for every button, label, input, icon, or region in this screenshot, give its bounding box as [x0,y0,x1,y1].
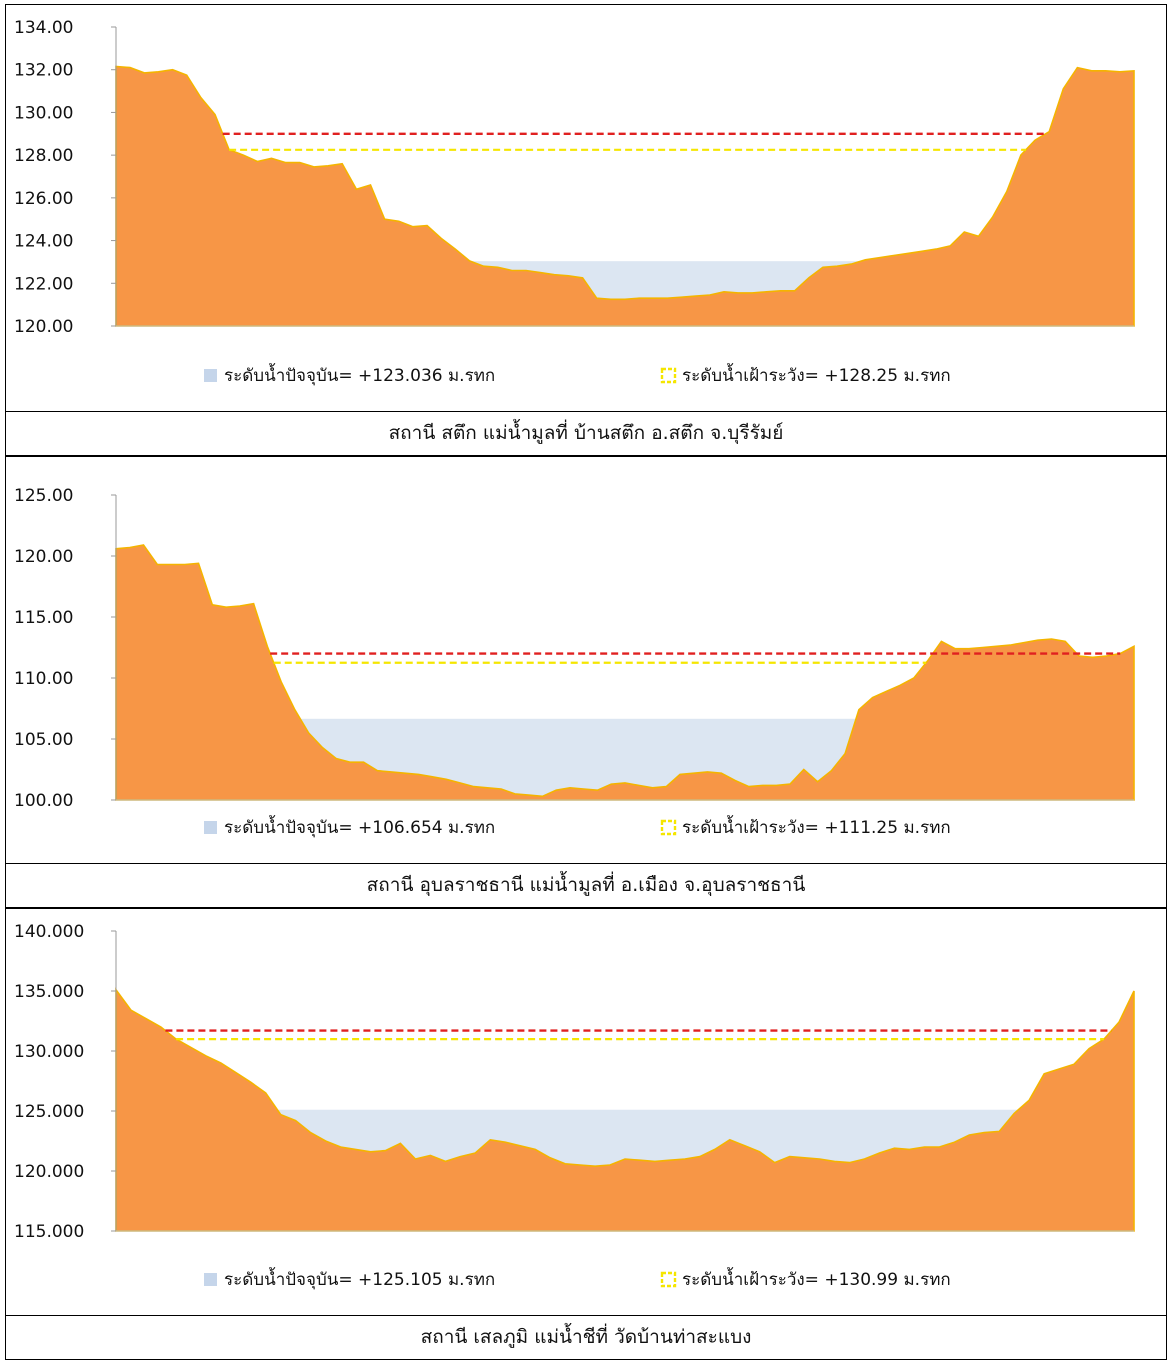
chart-panel-selaphum: 115.000 120.000 125.000 130.000 135.000 140.0… [5,908,1167,1316]
cross-section-chart-selaphum: 115.000 120.000 125.000 130.000 135.000 140.0… [14,922,1135,1290]
cross-section-chart-ubon: 100.00 105.00 110.00 115.00 120.00 125.00 ระดั… [14,486,1135,838]
legend-alert-label: ระดับน้ำเฝ้าระวัง= +111.25 ม.รทก [682,815,951,838]
chart-panel-ubon: 100.00 105.00 110.00 115.00 120.00 125.00 ระดั… [5,456,1167,864]
y-tick-label: 100.00 [14,791,73,811]
y-tick-label: 125.000 [14,1102,84,1122]
y-tick-label: 124.00 [14,232,73,252]
legend-water-label: ระดับน้ำปัจจุบัน= +125.105 ม.รทก [224,1267,495,1290]
y-tick-label: 134.00 [14,18,73,38]
legend-alert-swatch [660,1271,677,1288]
station-caption-selaphum: สถานี เสลภูมิ แม่น้ำชีที่ วัดบ้านท่าสะแบ… [5,1316,1167,1360]
y-tick-label: 140.000 [14,922,84,942]
y-tick-label: 115.000 [14,1222,84,1242]
legend-alert-label: ระดับน้ำเฝ้าระวัง= +130.99 ม.รทก [682,1267,951,1290]
station-caption-ubon: สถานี อุบลราชธานี แม่น้ำมูลที่ อ.เมือง จ… [5,864,1167,908]
y-tick-label: 120.00 [14,547,73,567]
y-tick-label: 120.00 [14,317,73,337]
station-caption-satuek: สถานี สตึก แม่น้ำมูลที่ บ้านสตึก อ.สตึก … [5,412,1167,456]
y-tick-label: 115.00 [14,608,73,628]
cross-section-chart-satuek: 120.00 122.00 124.00 126.00 128.00 130.00 132.… [14,18,1135,386]
chart-panel-satuek: 120.00 122.00 124.00 126.00 128.00 130.00 132.… [5,4,1167,412]
legend-water-label: ระดับน้ำปัจจุบัน= +106.654 ม.รทก [224,815,495,838]
y-tick-label: 125.00 [14,486,73,506]
y-tick-label: 105.00 [14,730,73,750]
legend-alert-swatch [660,367,677,384]
y-tick-label: 128.00 [14,146,73,166]
y-tick-label: 120.000 [14,1162,84,1182]
y-tick-label: 122.00 [14,274,73,294]
ground-profile-area [115,987,1135,1232]
y-tick-label: 130.00 [14,103,73,123]
y-tick-label: 126.00 [14,189,73,209]
legend-water-label: ระดับน้ำปัจจุบัน= +123.036 ม.รทก [224,363,495,386]
y-tick-label: 130.000 [14,1042,84,1062]
legend-water-swatch [204,369,217,382]
legend-water-swatch [204,821,217,834]
legend-alert-swatch [660,819,677,836]
y-tick-label: 132.00 [14,61,73,81]
y-tick-label: 135.000 [14,982,84,1002]
legend-alert-label: ระดับน้ำเฝ้าระวัง= +128.25 ม.รทก [682,363,951,386]
y-tick-label: 110.00 [14,669,73,689]
legend-water-swatch [204,1273,217,1286]
ground-profile-area [115,65,1135,327]
ground-profile-area [115,544,1135,801]
